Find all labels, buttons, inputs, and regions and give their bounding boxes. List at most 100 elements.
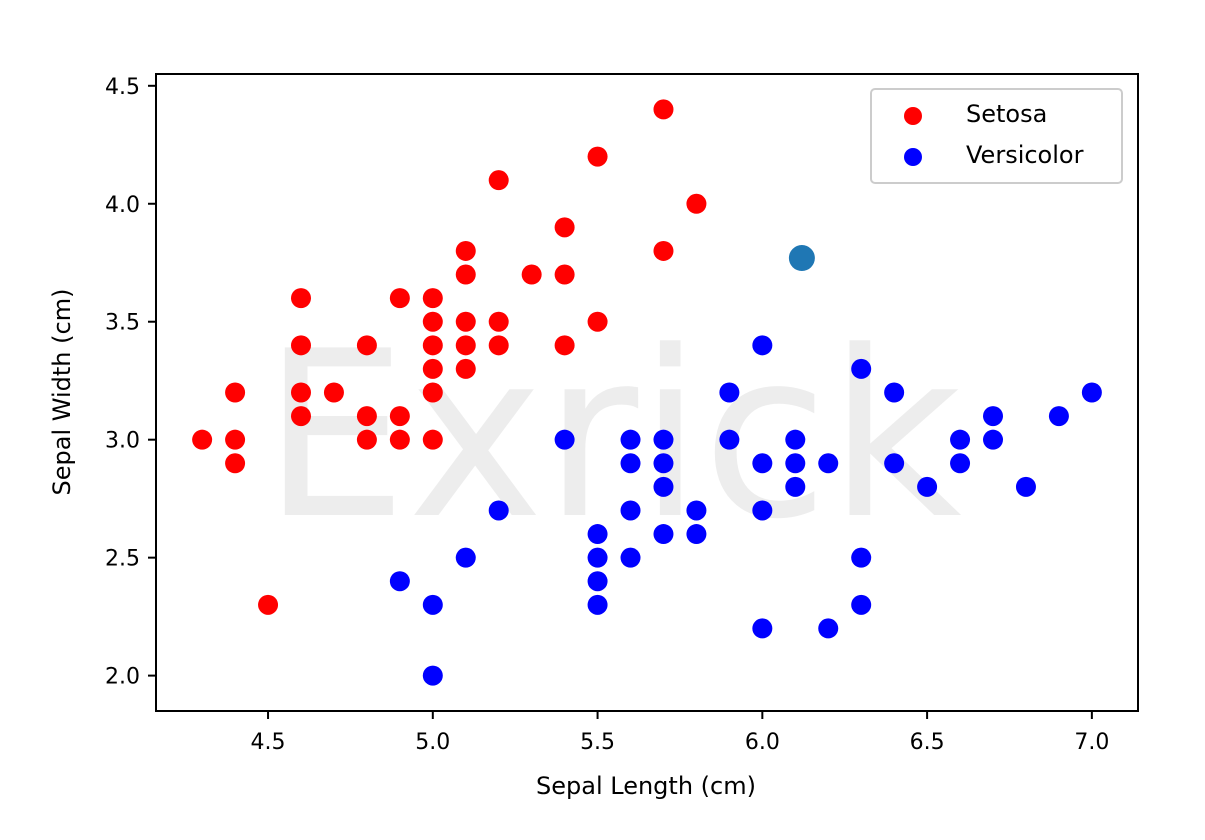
x-tick-label: 5.0	[415, 730, 450, 755]
point-versicolor	[422, 594, 443, 615]
y-axis: 2.0 2.5 3.0 3.5 4.0 4.5	[105, 75, 156, 690]
point-versicolor	[587, 524, 608, 545]
highlight-point	[788, 245, 815, 272]
point-versicolor	[422, 665, 443, 686]
point-versicolor	[1081, 382, 1102, 403]
point-versicolor	[389, 571, 410, 592]
point-setosa	[554, 217, 575, 238]
x-tick-label: 6.5	[910, 730, 945, 755]
point-versicolor	[752, 618, 773, 639]
point-versicolor	[884, 453, 905, 474]
point-setosa	[290, 288, 311, 309]
x-axis-label: Sepal Length (cm)	[536, 772, 756, 800]
point-versicolor	[752, 453, 773, 474]
point-versicolor	[785, 429, 806, 450]
legend-box	[870, 88, 1123, 184]
point-setosa	[356, 406, 377, 427]
point-versicolor	[851, 358, 872, 379]
point-setosa	[290, 335, 311, 356]
point-versicolor	[1048, 406, 1069, 427]
point-versicolor	[653, 429, 674, 450]
point-setosa	[192, 429, 213, 450]
point-setosa	[225, 453, 246, 474]
point-setosa	[653, 99, 674, 120]
point-setosa	[323, 382, 344, 403]
point-versicolor	[719, 429, 740, 450]
point-setosa	[455, 311, 476, 332]
legend-marker-setosa	[904, 107, 922, 125]
point-setosa	[389, 429, 410, 450]
point-versicolor	[851, 547, 872, 568]
point-setosa	[455, 240, 476, 261]
point-setosa	[356, 429, 377, 450]
point-setosa	[422, 358, 443, 379]
point-setosa	[389, 288, 410, 309]
point-versicolor	[818, 618, 839, 639]
point-versicolor	[719, 382, 740, 403]
point-versicolor	[818, 453, 839, 474]
point-versicolor	[620, 429, 641, 450]
point-setosa	[225, 382, 246, 403]
point-versicolor	[785, 476, 806, 497]
y-tick-label: 3.0	[105, 429, 140, 454]
point-versicolor	[455, 547, 476, 568]
point-versicolor	[587, 547, 608, 568]
point-setosa	[455, 264, 476, 285]
x-tick-label: 5.5	[580, 730, 615, 755]
x-tick-label: 4.5	[251, 730, 286, 755]
legend-marker-versicolor	[904, 148, 922, 166]
y-tick-label: 2.5	[105, 547, 140, 572]
point-versicolor	[884, 382, 905, 403]
point-versicolor	[917, 476, 938, 497]
x-tick-label: 7.0	[1074, 730, 1109, 755]
point-setosa	[587, 146, 608, 167]
point-setosa	[422, 335, 443, 356]
y-tick-label: 2.0	[105, 665, 140, 690]
y-tick-label: 3.5	[105, 311, 140, 336]
y-tick-label: 4.5	[105, 75, 140, 100]
point-setosa	[554, 335, 575, 356]
point-versicolor	[587, 594, 608, 615]
point-setosa	[686, 193, 707, 214]
point-versicolor	[620, 500, 641, 521]
legend: Setosa Versicolor	[870, 88, 1123, 184]
point-versicolor	[983, 429, 1004, 450]
point-versicolor	[653, 453, 674, 474]
point-versicolor	[851, 594, 872, 615]
point-versicolor	[488, 500, 509, 521]
point-setosa	[488, 335, 509, 356]
point-versicolor	[785, 453, 806, 474]
point-setosa	[422, 288, 443, 309]
point-setosa	[290, 382, 311, 403]
point-setosa	[521, 264, 542, 285]
legend-label-setosa: Setosa	[966, 100, 1047, 128]
point-setosa	[653, 240, 674, 261]
point-setosa	[258, 594, 279, 615]
point-versicolor	[983, 406, 1004, 427]
point-setosa	[455, 358, 476, 379]
point-setosa	[225, 429, 246, 450]
y-tick-label: 4.0	[105, 193, 140, 218]
point-setosa	[488, 170, 509, 191]
x-tick-label: 6.0	[745, 730, 780, 755]
point-setosa	[455, 335, 476, 356]
point-versicolor	[653, 476, 674, 497]
point-versicolor	[950, 453, 971, 474]
point-setosa	[554, 264, 575, 285]
point-versicolor	[752, 500, 773, 521]
point-versicolor	[686, 524, 707, 545]
point-versicolor	[950, 429, 971, 450]
point-setosa	[290, 406, 311, 427]
point-versicolor	[620, 453, 641, 474]
point-versicolor	[554, 429, 575, 450]
point-versicolor	[587, 571, 608, 592]
legend-label-versicolor: Versicolor	[966, 141, 1084, 169]
watermark-text: Exrick	[262, 303, 962, 570]
plot-area-frame	[155, 73, 1139, 712]
data-points	[192, 99, 1102, 686]
point-setosa	[587, 311, 608, 332]
point-setosa	[422, 382, 443, 403]
point-versicolor	[1015, 476, 1036, 497]
